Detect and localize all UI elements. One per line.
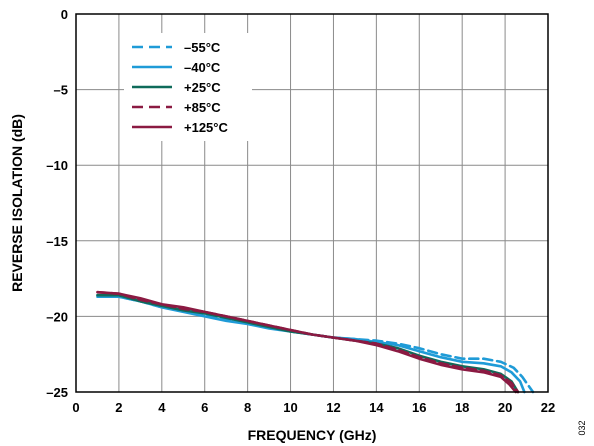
series-lines bbox=[96, 290, 535, 394]
x-tick-label: 4 bbox=[158, 400, 166, 415]
x-tick-label: 22 bbox=[541, 400, 555, 415]
legend-label: –40°C bbox=[184, 60, 221, 75]
y-tick-label: –10 bbox=[46, 158, 68, 173]
x-tick-label: 6 bbox=[201, 400, 208, 415]
series-line bbox=[96, 293, 535, 394]
series-line bbox=[96, 290, 518, 394]
series-line bbox=[96, 293, 520, 394]
legend-label: –55°C bbox=[184, 40, 221, 55]
x-tick-label: 18 bbox=[455, 400, 469, 415]
x-tick-labels: 0 2 4 6 8 10 12 14 16 18 20 22 bbox=[72, 400, 555, 415]
y-tick-label: –20 bbox=[46, 309, 68, 324]
y-tick-labels: 0 –5 –10 –15 –20 –25 bbox=[46, 7, 68, 400]
x-tick-label: 16 bbox=[412, 400, 426, 415]
x-tick-label: 12 bbox=[326, 400, 340, 415]
y-axis-title: REVERSE ISOLATION (dB) bbox=[9, 114, 25, 292]
legend-label: +25°C bbox=[184, 80, 221, 95]
figure-id: 032 bbox=[577, 420, 587, 435]
x-axis-title: FREQUENCY (GHz) bbox=[248, 427, 377, 443]
y-tick-label: –25 bbox=[46, 385, 68, 400]
x-tick-label: 20 bbox=[498, 400, 512, 415]
legend-label: +85°C bbox=[184, 100, 221, 115]
plot-frame bbox=[75, 13, 549, 393]
x-tick-label: 2 bbox=[115, 400, 122, 415]
legend: –55°C –40°C +25°C +85°C +125°C bbox=[132, 40, 228, 135]
x-tick-label: 0 bbox=[72, 400, 79, 415]
y-tick-label: 0 bbox=[61, 7, 68, 22]
y-tick-label: –5 bbox=[54, 83, 68, 98]
x-tick-label: 10 bbox=[283, 400, 297, 415]
y-tick-label: –15 bbox=[46, 234, 68, 249]
x-tick-label: 8 bbox=[244, 400, 251, 415]
x-tick-label: 14 bbox=[369, 400, 384, 415]
legend-label: +125°C bbox=[184, 120, 228, 135]
